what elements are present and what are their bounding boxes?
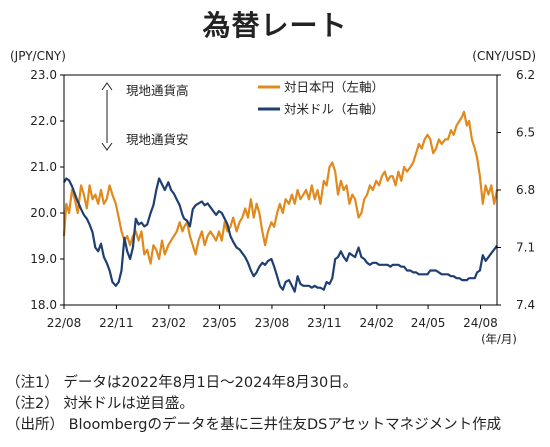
legend-label-usd: 対米ドル（右軸） (284, 102, 384, 117)
y-right-tick-label: 7.4 (516, 298, 535, 312)
right-axis-unit: (CNY/USD) (472, 49, 536, 63)
y-left-tick-label: 20.0 (30, 206, 57, 220)
x-tick-label: 22/11 (99, 316, 134, 330)
y-right-tick-label: 6.5 (516, 126, 535, 140)
x-axis-unit: (年/月) (481, 332, 517, 346)
y-right-tick-label: 6.8 (516, 183, 535, 197)
y-left-tick-label: 18.0 (30, 298, 57, 312)
footnote-source: （出所） Bloombergのデータを基に三井住友DSアセットマネジメント作成 (6, 417, 502, 433)
arrow-up-icon (101, 82, 113, 91)
y-left-tick-label: 23.0 (30, 68, 57, 82)
x-tick-label: 23/02 (152, 316, 187, 330)
axes (60, 74, 501, 309)
x-tick-label: 24/08 (463, 316, 498, 330)
footnote-1: （注1） データは2022年8月1日～2024年8月30日。 (6, 375, 358, 391)
left-axis-unit: (JPY/CNY) (10, 49, 66, 63)
x-tick-label: 24/05 (411, 316, 446, 330)
x-tick-label: 24/02 (359, 316, 394, 330)
x-tick-label: 23/05 (202, 316, 237, 330)
tick-labels: 18.0 19.0 20.0 21.0 22.0 23.0 6.2 6.5 6.8 7.1 7.4 2… (30, 68, 535, 346)
x-tick-label: 23/11 (307, 316, 342, 330)
annotation-down-label: 現地通貨安 (126, 132, 189, 147)
series-line-jpy (62, 110, 499, 265)
series-line-usd (63, 177, 498, 293)
series-lines (62, 110, 499, 293)
footnote-2: （注2） 対米ドルは逆目盛。 (6, 396, 194, 412)
y-left-tick-label: 22.0 (30, 114, 57, 128)
exchange-rate-chart: 18.0 19.0 20.0 21.0 22.0 23.0 6.2 6.5 6.8 7.1 7.4 2… (30, 68, 535, 346)
x-tick-label: 23/08 (255, 316, 290, 330)
legend: 対日本円（左軸） 対米ドル（右軸） (258, 80, 384, 117)
y-left-tick-label: 19.0 (30, 252, 57, 266)
y-right-tick-label: 6.2 (516, 68, 535, 82)
arrow-down-icon (101, 142, 113, 151)
y-right-tick-label: 7.1 (516, 241, 535, 255)
x-tick-label: 22/08 (47, 316, 82, 330)
footnotes: （注1） データは2022年8月1日～2024年8月30日。 （注2） 対米ドル… (6, 373, 501, 436)
annotation-up-label: 現地通貨高 (126, 83, 189, 98)
chart-title: 為替レート (202, 9, 348, 42)
legend-label-jpy: 対日本円（左軸） (284, 80, 384, 95)
y-left-tick-label: 21.0 (30, 160, 57, 174)
